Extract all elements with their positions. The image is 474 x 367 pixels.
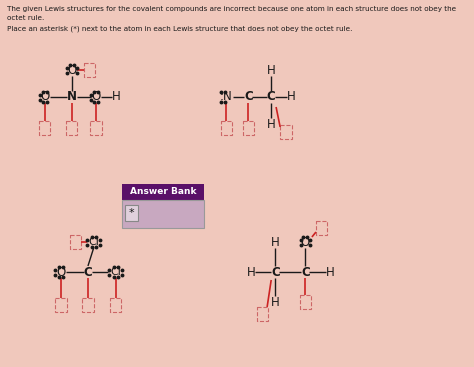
Bar: [122, 184, 204, 200]
Text: O: O: [67, 63, 76, 76]
Text: O: O: [91, 91, 100, 103]
Text: Answer Bank: Answer Bank: [129, 188, 196, 196]
Text: :N: :N: [220, 91, 233, 103]
Text: N: N: [67, 91, 77, 103]
Bar: [70, 235, 82, 249]
Text: C: C: [244, 91, 253, 103]
Bar: [91, 121, 102, 135]
Text: H: H: [271, 295, 280, 309]
Text: H: H: [271, 236, 280, 248]
Bar: [110, 298, 121, 312]
Text: octet rule.: octet rule.: [7, 15, 44, 21]
Text: O: O: [301, 236, 310, 248]
Text: C: C: [271, 265, 280, 279]
Bar: [84, 63, 95, 77]
Text: H: H: [267, 117, 275, 131]
Text: O: O: [40, 91, 49, 103]
Text: C: C: [83, 265, 92, 279]
Bar: [55, 298, 67, 312]
Text: H: H: [267, 63, 275, 76]
Bar: [316, 221, 328, 235]
Bar: [300, 295, 311, 309]
Text: H: H: [287, 91, 296, 103]
Text: The given Lewis structures for the covalent compounds are incorrect because one : The given Lewis structures for the coval…: [7, 6, 456, 12]
Text: H: H: [112, 91, 121, 103]
Bar: [243, 121, 254, 135]
Text: C: C: [301, 265, 310, 279]
Bar: [122, 200, 204, 228]
Text: Cl: Cl: [110, 267, 121, 277]
Text: O: O: [56, 265, 66, 279]
Bar: [66, 121, 77, 135]
Text: *: *: [129, 208, 135, 218]
Bar: [256, 307, 268, 321]
Text: Cl: Cl: [88, 237, 99, 247]
Text: H: H: [326, 265, 334, 279]
Bar: [82, 298, 94, 312]
Bar: [39, 121, 51, 135]
Text: C: C: [267, 91, 275, 103]
Bar: [126, 205, 138, 221]
Text: Place an asterisk (*) next to the atom in each Lewis structure that does not obe: Place an asterisk (*) next to the atom i…: [7, 26, 352, 33]
Bar: [280, 125, 292, 139]
Bar: [221, 121, 232, 135]
Text: H: H: [246, 265, 255, 279]
